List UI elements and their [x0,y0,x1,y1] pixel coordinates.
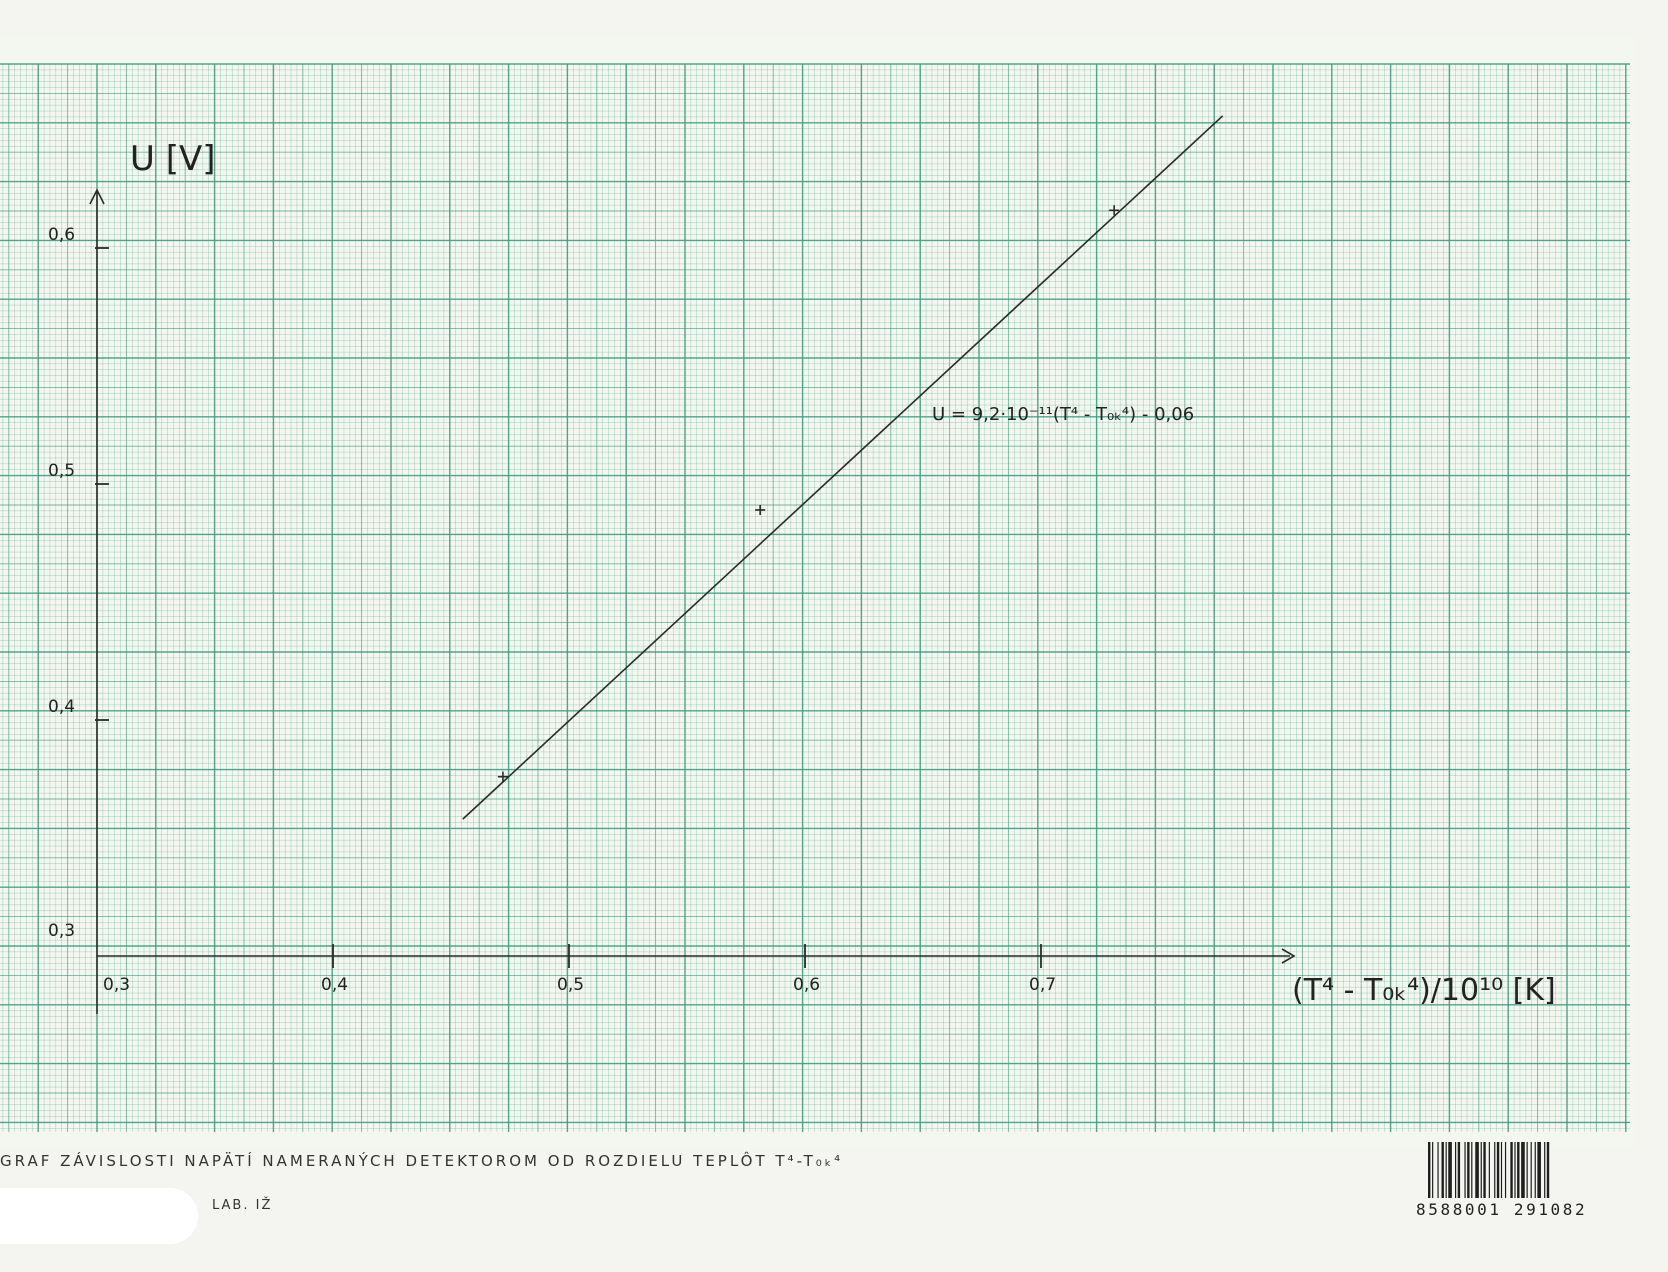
barcode-bar [1437,1142,1439,1198]
data-point [1109,205,1120,216]
y-axis-arrow [89,188,105,205]
barcode-bar [1457,1142,1461,1198]
barcode-bar [1448,1142,1452,1198]
y-tick-label: 0,3 [48,921,75,941]
barcode-bar [1517,1142,1520,1198]
x-tick-label: 0,6 [793,975,820,995]
barcode-bar [1475,1142,1479,1198]
barcode-bar [1500,1142,1503,1198]
barcode-number: 8588001 291082 [1416,1200,1588,1219]
lab-label: LAB. IŽ [212,1198,273,1213]
barcode-bar [1494,1142,1496,1198]
barcode-bar [1467,1142,1470,1198]
y-tick-label: 0,4 [48,697,75,717]
barcode-bar [1455,1142,1457,1198]
barcode-bar [1428,1142,1431,1198]
x-tick-label: 0,7 [1029,975,1056,995]
x-tick-label: 0,5 [557,975,584,995]
redacted-name-patch [0,1188,198,1244]
barcode-bar [1510,1142,1513,1198]
barcode-bar [1534,1142,1536,1198]
fit-equation-label: U = 9,2·10⁻¹¹(T⁴ - T₀ₖ⁴) - 0,06 [932,404,1194,425]
barcode-bar [1496,1142,1500,1198]
barcode-bar [1464,1142,1466,1198]
barcode-bar [1488,1142,1490,1198]
barcode-bar [1441,1142,1444,1198]
barcode-bar [1537,1142,1541,1198]
y-tick-label: 0,6 [48,225,75,245]
barcode-bar [1521,1142,1525,1198]
y-axis-label: U [V] [130,139,215,179]
x-tick-label: 0,4 [321,975,348,995]
barcode-bar [1471,1142,1473,1198]
barcode-bar [1544,1142,1546,1198]
data-point [755,504,766,515]
barcode-bar [1530,1142,1532,1198]
barcode-bar [1504,1142,1507,1198]
y-tick-label: 0,5 [48,461,75,481]
fit-line [462,115,1224,820]
barcode-bar [1546,1142,1550,1198]
barcode-bar [1483,1142,1486,1198]
barcode-bar [1526,1142,1528,1198]
x-axis-arrow [1281,948,1296,964]
x-tick-label: 0,3 [103,975,130,995]
barcode-bar [1514,1142,1516,1198]
barcode-bar [1445,1142,1447,1198]
barcode-bar [1432,1142,1434,1198]
barcode-bar [1480,1142,1482,1198]
data-point [497,771,508,782]
grid [0,63,1630,1132]
x-axis-label: (T⁴ - T₀ₖ⁴)/10¹⁰ [K] [1292,973,1556,1008]
chart-caption: GRAF ZÁVISLOSTI NAPÄTÍ NAMERANÝCH DETEKT… [0,1152,844,1170]
